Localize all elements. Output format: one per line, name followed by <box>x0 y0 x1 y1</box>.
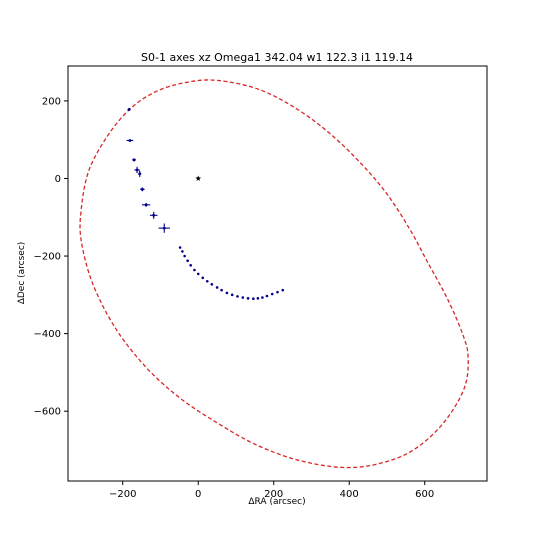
y-tick-label: −200 <box>34 252 61 263</box>
data-point <box>215 286 219 289</box>
data-point <box>186 259 189 263</box>
data-point-errorbar <box>127 107 131 111</box>
plot-area: −200 0 200 400 600 200 0 −200 −400 −600 <box>34 65 488 500</box>
data-point <box>196 272 200 276</box>
data-point-errorbar <box>141 202 151 207</box>
x-tick-label: 400 <box>340 489 359 500</box>
data-point <box>205 279 209 283</box>
data-point <box>189 264 192 267</box>
y-tick-label: −400 <box>34 329 61 340</box>
data-point <box>201 276 205 280</box>
data-point <box>265 294 269 298</box>
data-point <box>261 296 264 299</box>
data-point <box>220 288 223 292</box>
x-axis-label: ΔRA (arcsec) <box>248 497 305 507</box>
data-point-errorbar <box>132 158 136 162</box>
axes-frame <box>67 65 488 482</box>
data-point <box>193 268 196 272</box>
data-point <box>236 295 239 298</box>
data-point <box>225 291 229 295</box>
data-point-errorbar <box>138 170 142 177</box>
data-point <box>252 297 255 301</box>
x-tick-label: −200 <box>109 489 136 500</box>
data-point-errorbar <box>158 223 170 233</box>
data-point <box>256 297 260 300</box>
data-point-errorbar <box>140 187 145 192</box>
chart-title: S0-1 axes xz Omega1 342.04 w1 122.3 i1 1… <box>141 51 413 64</box>
data-layer <box>126 107 285 301</box>
data-point <box>281 288 285 292</box>
y-tick-label: 0 <box>55 174 61 185</box>
x-tick-label: 0 <box>195 489 201 500</box>
data-point-errorbar <box>126 139 134 142</box>
data-point-errorbar <box>134 166 140 174</box>
data-point <box>210 283 214 286</box>
y-tick-label: −600 <box>34 407 61 418</box>
orbit-layer <box>79 79 469 469</box>
data-point <box>270 292 274 296</box>
center-star-marker <box>195 175 202 181</box>
x-tick-label: 600 <box>415 489 434 500</box>
data-point <box>276 290 279 294</box>
data-point <box>183 254 186 258</box>
data-point <box>241 296 245 299</box>
y-axis: 200 0 −200 −400 −600 <box>34 96 68 418</box>
data-point <box>246 297 250 300</box>
x-axis: −200 0 200 400 600 <box>109 481 434 500</box>
x-tick-label: 200 <box>264 489 283 500</box>
data-point <box>230 293 234 297</box>
y-tick-label: 200 <box>42 96 61 107</box>
orbit-ellipse-line <box>79 79 469 469</box>
data-point-errorbar <box>149 211 158 219</box>
y-axis-label: ΔDec (arcsec) <box>17 242 27 305</box>
data-point <box>178 246 182 249</box>
data-point <box>181 250 184 253</box>
